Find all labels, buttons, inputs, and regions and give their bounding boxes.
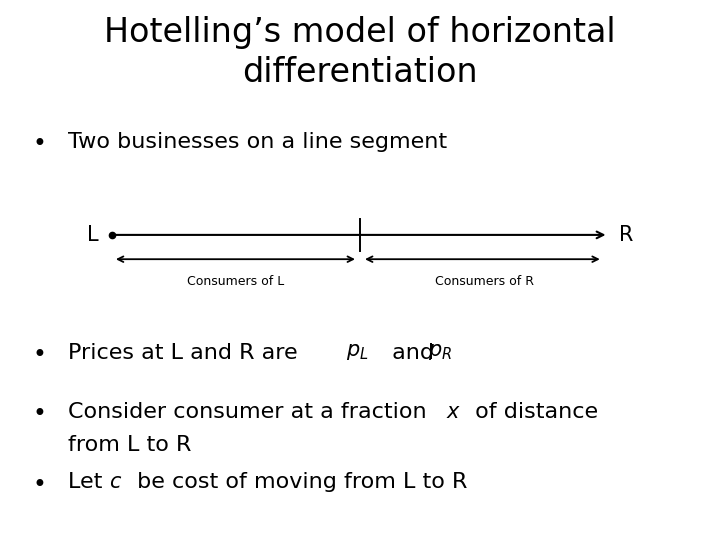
Text: Consumers of L: Consumers of L: [187, 275, 284, 288]
Text: Two businesses on a line segment: Two businesses on a line segment: [68, 132, 448, 152]
Text: $c$: $c$: [109, 472, 122, 492]
Text: $x$: $x$: [446, 402, 462, 422]
Text: from L to R: from L to R: [68, 435, 192, 455]
Text: •: •: [32, 132, 46, 156]
Text: •: •: [32, 402, 46, 426]
Text: •: •: [32, 472, 46, 496]
Text: and: and: [385, 343, 441, 363]
Text: R: R: [619, 225, 634, 245]
Text: Prices at L and R are: Prices at L and R are: [68, 343, 305, 363]
Text: L: L: [87, 225, 99, 245]
Text: •: •: [32, 343, 46, 367]
Text: Hotelling’s model of horizontal
differentiation: Hotelling’s model of horizontal differen…: [104, 16, 616, 89]
Text: $p_L$: $p_L$: [346, 342, 368, 362]
Text: $p_R$: $p_R$: [428, 342, 452, 362]
Text: be cost of moving from L to R: be cost of moving from L to R: [130, 472, 467, 492]
Text: of distance: of distance: [468, 402, 598, 422]
Text: Consider consumer at a fraction: Consider consumer at a fraction: [68, 402, 434, 422]
Text: Consumers of R: Consumers of R: [435, 275, 534, 288]
Text: Let: Let: [68, 472, 110, 492]
